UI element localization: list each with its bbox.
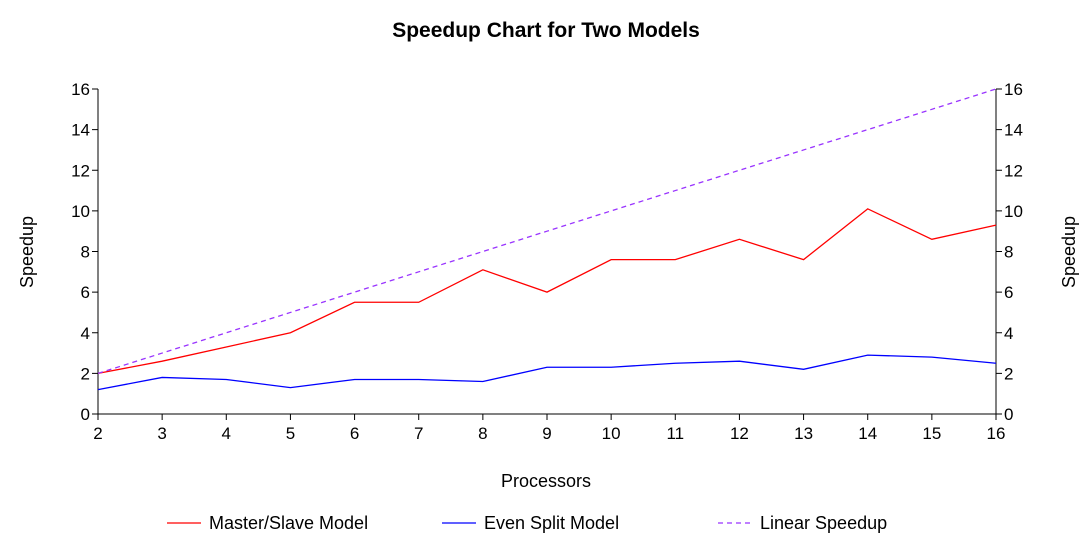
y-tick-label-right-6: 12 <box>1004 161 1023 180</box>
y-tick-label-right-7: 14 <box>1004 121 1023 140</box>
y-tick-label-right-2: 4 <box>1004 324 1013 343</box>
x-tick-label-6: 8 <box>478 424 487 443</box>
y-tick-label-right-8: 16 <box>1004 80 1023 99</box>
x-tick-label-8: 10 <box>602 424 621 443</box>
legend: Master/Slave Model Even Split Model Linear… <box>167 513 887 533</box>
x-axis-label: Processors <box>501 471 591 491</box>
y-tick-label-left-5: 10 <box>71 202 90 221</box>
legend-label-1: Even Split Model <box>484 513 619 533</box>
x-tick-label-0: 2 <box>93 424 102 443</box>
x-tick-label-10: 12 <box>730 424 749 443</box>
x-tick-label-12: 14 <box>858 424 877 443</box>
right-y-axis: 0 2 4 6 8 10 12 14 16 <box>995 80 1023 424</box>
y-tick-label-right-5: 10 <box>1004 202 1023 221</box>
x-tick-label-5: 7 <box>414 424 423 443</box>
y-tick-label-left-1: 2 <box>81 364 90 383</box>
y-tick-label-right-1: 2 <box>1004 364 1013 383</box>
left-y-axis: 0 2 4 6 8 10 12 14 16 <box>71 80 99 424</box>
y-tick-label-left-0: 0 <box>81 405 90 424</box>
x-tick-label-1: 3 <box>157 424 166 443</box>
x-tick-label-13: 15 <box>922 424 941 443</box>
y-tick-label-left-7: 14 <box>71 121 90 140</box>
x-tick-label-3: 5 <box>286 424 295 443</box>
y-axis-label-right: Speedup <box>1059 216 1079 288</box>
y-axis-label-left: Speedup <box>17 216 37 288</box>
y-tick-label-right-4: 8 <box>1004 243 1013 262</box>
y-tick-label-left-4: 8 <box>81 243 90 262</box>
y-tick-label-right-0: 0 <box>1004 405 1013 424</box>
x-axis: 2 3 4 5 6 7 8 9 10 11 12 13 14 15 16 <box>93 413 1006 443</box>
series-line-1 <box>97 354 997 391</box>
x-tick-label-7: 9 <box>542 424 551 443</box>
y-tick-label-right-3: 6 <box>1004 283 1013 302</box>
y-tick-label-left-3: 6 <box>81 283 90 302</box>
y-tick-label-left-8: 16 <box>71 80 90 99</box>
x-tick-label-11: 13 <box>794 424 813 443</box>
series-line-2 <box>97 88 997 374</box>
x-tick-label-9: 11 <box>666 424 684 443</box>
y-tick-label-left-2: 4 <box>81 324 90 343</box>
legend-label-2: Linear Speedup <box>760 513 887 533</box>
x-tick-label-14: 16 <box>987 424 1006 443</box>
series-line-0 <box>97 208 997 375</box>
legend-label-0: Master/Slave Model <box>209 513 368 533</box>
series-layer <box>97 88 997 391</box>
y-tick-label-left-6: 12 <box>71 161 90 180</box>
x-tick-label-2: 4 <box>222 424 231 443</box>
x-tick-label-4: 6 <box>350 424 359 443</box>
chart-title: Speedup Chart for Two Models <box>392 19 700 42</box>
